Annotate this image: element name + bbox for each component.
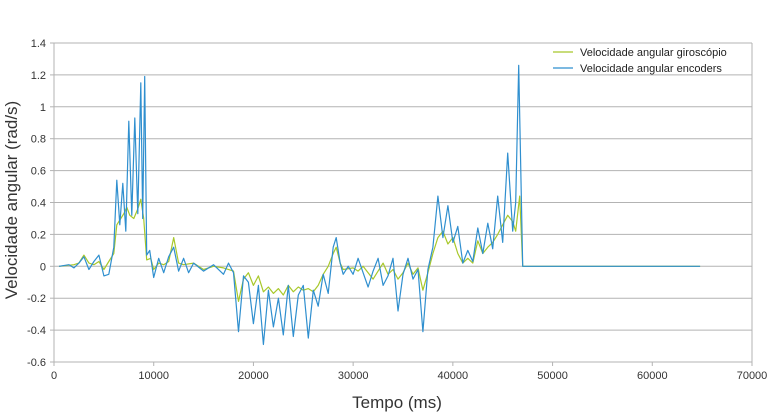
y-tick-label: 0.8 bbox=[31, 134, 46, 146]
series-line-gyroscope bbox=[58, 195, 701, 302]
y-tick-label: -0.4 bbox=[27, 325, 46, 337]
y-tick-label: 1 bbox=[40, 102, 46, 114]
x-tick-label: 40000 bbox=[438, 370, 469, 382]
x-tick-label: 10000 bbox=[138, 370, 169, 382]
grid-lines bbox=[54, 42, 752, 363]
y-tick-labels: -0.6 -0.4 -0.2 0 0.2 0.4 0.6 0.8 1 1.2 1.4 bbox=[27, 38, 46, 369]
legend-label-gyro: Velocidade angular giroscópio bbox=[580, 47, 727, 59]
x-tick-label: 0 bbox=[51, 370, 57, 382]
y-tick-label: 0.6 bbox=[31, 166, 46, 178]
x-tick-label: 50000 bbox=[537, 370, 568, 382]
y-tick-label: -0.2 bbox=[27, 293, 46, 305]
legend: Velocidade angular giroscópio Velocidade… bbox=[553, 47, 727, 75]
y-tick-label: -0.6 bbox=[27, 357, 46, 369]
y-axis-label: Velocidade angular (rad/s) bbox=[2, 101, 21, 299]
x-tick-label: 20000 bbox=[238, 370, 269, 382]
y-tick-label: 1.2 bbox=[31, 70, 46, 82]
series-layer bbox=[58, 64, 701, 346]
legend-label-encoders: Velocidade angular encoders bbox=[580, 63, 722, 75]
y-tick-label: 0.4 bbox=[31, 198, 46, 210]
x-tick-label: 30000 bbox=[338, 370, 369, 382]
y-tick-label: 1.4 bbox=[31, 38, 46, 50]
x-tick-label: 60000 bbox=[637, 370, 668, 382]
y-tick-label: 0.2 bbox=[31, 229, 46, 241]
y-tick-label: 0 bbox=[40, 261, 46, 273]
x-tick-label: 70000 bbox=[737, 370, 768, 382]
series-line-encoders bbox=[58, 64, 701, 346]
x-axis-label: Tempo (ms) bbox=[352, 393, 442, 412]
x-tick-labels: 0 10000 20000 30000 40000 50000 60000 70000 bbox=[51, 370, 767, 382]
axes bbox=[50, 42, 753, 366]
